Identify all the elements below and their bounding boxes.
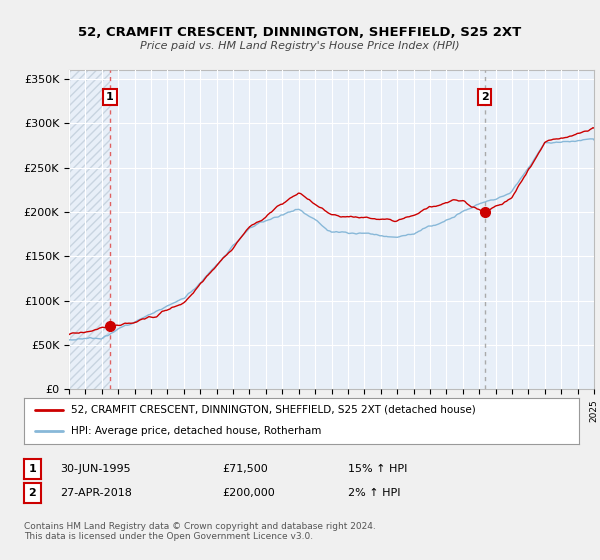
Text: 1: 1: [29, 464, 36, 474]
Text: 2% ↑ HPI: 2% ↑ HPI: [348, 488, 401, 498]
Text: Price paid vs. HM Land Registry's House Price Index (HPI): Price paid vs. HM Land Registry's House …: [140, 41, 460, 51]
Text: 2: 2: [29, 488, 36, 498]
Text: 27-APR-2018: 27-APR-2018: [60, 488, 132, 498]
Text: Contains HM Land Registry data © Crown copyright and database right 2024.
This d: Contains HM Land Registry data © Crown c…: [24, 522, 376, 542]
Text: £200,000: £200,000: [222, 488, 275, 498]
Text: 1: 1: [106, 92, 114, 102]
Text: 52, CRAMFIT CRESCENT, DINNINGTON, SHEFFIELD, S25 2XT (detached house): 52, CRAMFIT CRESCENT, DINNINGTON, SHEFFI…: [71, 405, 476, 415]
Text: 2: 2: [481, 92, 488, 102]
Text: 15% ↑ HPI: 15% ↑ HPI: [348, 464, 407, 474]
Text: £71,500: £71,500: [222, 464, 268, 474]
Text: HPI: Average price, detached house, Rotherham: HPI: Average price, detached house, Roth…: [71, 426, 322, 436]
Text: 52, CRAMFIT CRESCENT, DINNINGTON, SHEFFIELD, S25 2XT: 52, CRAMFIT CRESCENT, DINNINGTON, SHEFFI…: [79, 26, 521, 39]
Text: 30-JUN-1995: 30-JUN-1995: [60, 464, 131, 474]
